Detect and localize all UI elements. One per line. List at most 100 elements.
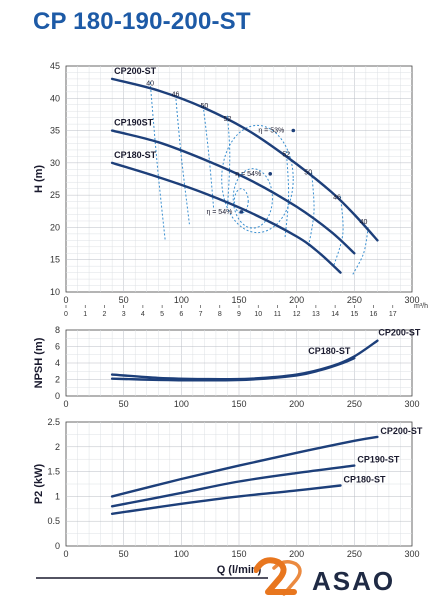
m3h-tick-label: 1 — [83, 311, 87, 318]
head-xtick-label: 250 — [347, 295, 362, 305]
power-xtick-label: 300 — [404, 549, 419, 559]
efficiency-ring — [232, 168, 273, 229]
power-ytick-label: 2.5 — [47, 417, 60, 427]
npsh-xtick-label: 200 — [289, 399, 304, 409]
power-ytick-label: 1 — [55, 491, 60, 501]
page-title: CP 180-190-200-ST — [33, 8, 251, 35]
head-curve-cp190st — [110, 129, 356, 255]
m3h-tick-label: 9 — [237, 311, 241, 318]
npsh-ytick-label: 8 — [55, 325, 60, 335]
efficiency-point-marker — [239, 210, 244, 214]
efficiency-label: 52 — [224, 116, 232, 123]
power-ylabel: P2 (kW) — [33, 463, 45, 504]
npsh-xtick-label: 250 — [347, 399, 362, 409]
m3h-tick-label: 7 — [199, 311, 203, 318]
efficiency-ring — [221, 124, 294, 234]
power-ytick-label: 0 — [55, 541, 60, 551]
head-series-label: CP180-ST — [114, 150, 157, 160]
brand-mark-icon — [254, 557, 302, 596]
m3h-tick-label: 0 — [64, 311, 68, 318]
m3h-tick-label: 15 — [350, 311, 358, 318]
npsh-curve-cp180-st — [110, 356, 356, 382]
head-series-label: CP190ST — [114, 118, 154, 128]
power-ytick-label: 1.5 — [47, 467, 60, 477]
head-ytick-label: 25 — [50, 190, 60, 200]
efficiency-contour-46 — [333, 196, 344, 267]
m3h-tick-label: 8 — [218, 311, 222, 318]
m3h-tick-label: 16 — [370, 311, 378, 318]
power-series-label: CP200-ST — [380, 426, 423, 436]
npsh-xtick-label: 300 — [404, 399, 419, 409]
m3h-tick-label: 13 — [312, 311, 320, 318]
efficiency-label: 50 — [304, 169, 312, 176]
brand-name: ASAO — [312, 566, 396, 596]
npsh-ytick-label: 4 — [55, 358, 60, 368]
efficiency-label: 46 — [333, 195, 341, 202]
power-ytick-label: 2 — [55, 442, 60, 452]
npsh-chart: 0 50 100 150 200 250 300 0 2 4 6 8 NPSH (m) CP200-ST C… — [33, 325, 421, 409]
head-ytick-label: 30 — [50, 158, 60, 168]
m3h-unit-label: m³/h — [414, 303, 428, 310]
power-curve-cp180-st — [110, 484, 342, 515]
head-curve-cp200-st — [110, 77, 379, 242]
efficiency-label: 50 — [201, 103, 209, 110]
head-ytick-label: 20 — [50, 222, 60, 232]
efficiency-point-marker — [291, 128, 296, 133]
npsh-series-label: CP180-ST — [308, 346, 351, 356]
head-ylabel: H (m) — [33, 165, 45, 193]
head-ytick-label: 15 — [50, 255, 60, 265]
efficiency-contour-50 — [307, 172, 315, 249]
head-xtick-label: 100 — [174, 295, 189, 305]
efficiency-contour-46 — [175, 95, 190, 225]
npsh-xtick-label: 150 — [231, 399, 246, 409]
power-xtick-label: 50 — [119, 549, 129, 559]
m3h-tick-label: 11 — [274, 311, 281, 318]
power-xtick-label: 150 — [231, 549, 246, 559]
m3h-tick-label: 10 — [254, 311, 262, 318]
efficiency-label: 40 — [146, 80, 154, 87]
efficiency-ring — [233, 188, 249, 214]
npsh-ytick-label: 6 — [55, 342, 60, 352]
m3h-tick-label: 3 — [122, 311, 126, 318]
m3h-tick-label: 14 — [331, 311, 339, 318]
npsh-ytick-label: 2 — [55, 375, 60, 385]
m3h-tick-label: 17 — [389, 311, 397, 318]
npsh-ytick-label: 0 — [55, 391, 60, 401]
m3h-tick-label: 6 — [179, 311, 183, 318]
power-series-label: CP190-ST — [357, 455, 400, 465]
npsh-xtick-label: 0 — [63, 399, 68, 409]
efficiency-label: η = 53% — [258, 128, 284, 135]
m3h-tick-label: 12 — [293, 311, 301, 318]
efficiency-contour-40 — [351, 227, 369, 277]
power-chart: 0 50 100 150 200 250 300 0 0.5 1 1.5 2 2.5 P2 (kW) Q (… — [33, 417, 423, 576]
efficiency-label: 40 — [360, 219, 368, 226]
head-series-label: CP200-ST — [114, 66, 157, 76]
head-ytick-label: 35 — [50, 126, 60, 136]
m3h-tick-label: 5 — [160, 311, 164, 318]
npsh-xtick-label: 50 — [119, 399, 129, 409]
npsh-ylabel: NPSH (m) — [33, 337, 45, 388]
efficiency-label: η = 54% — [206, 209, 232, 216]
head-xtick-label: 150 — [231, 295, 246, 305]
head-ytick-label: 45 — [50, 61, 60, 71]
efficiency-label: 46 — [172, 91, 180, 98]
head-xtick-label: 300 — [404, 295, 419, 305]
efficiency-overlay — [149, 82, 369, 277]
head-xtick-label: 200 — [289, 295, 304, 305]
efficiency-point-marker — [268, 171, 273, 176]
power-xtick-label: 0 — [63, 549, 68, 559]
efficiency-contour-52 — [284, 151, 290, 238]
power-curve-cp200-st — [110, 435, 379, 498]
head-xtick-label: 50 — [119, 295, 129, 305]
power-curve-cp190-st — [110, 464, 356, 508]
efficiency-contour-52 — [227, 115, 231, 209]
power-xtick-label: 100 — [174, 549, 189, 559]
brand-logo — [254, 557, 302, 596]
npsh-series-label: CP200-ST — [378, 328, 421, 338]
head-ytick-label: 40 — [50, 93, 60, 103]
m3h-tick-label: 2 — [102, 311, 106, 318]
efficiency-label: η = 54% — [235, 171, 261, 178]
power-ytick-label: 0.5 — [47, 516, 60, 526]
